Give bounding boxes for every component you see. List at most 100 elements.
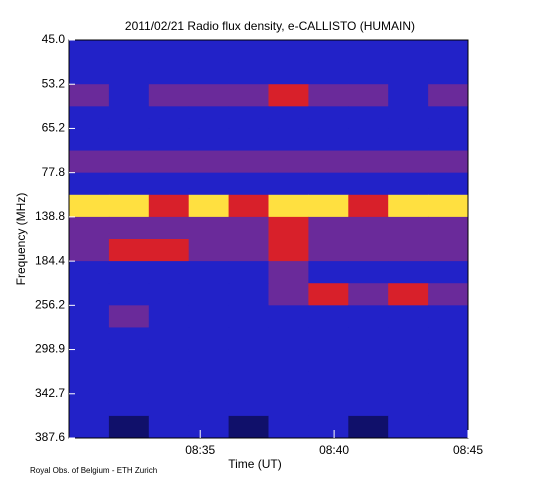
heatmap-cell <box>268 194 309 218</box>
heatmap-cell <box>228 216 269 240</box>
heatmap-cell <box>388 62 429 85</box>
heatmap-cell <box>188 327 230 351</box>
heatmap-cell <box>388 128 429 152</box>
heatmap-cell <box>148 128 190 152</box>
heatmap-cell <box>148 150 190 174</box>
heatmap-cell <box>428 261 469 284</box>
heatmap-cell <box>108 371 150 395</box>
heatmap-cell <box>388 305 429 328</box>
heatmap-cell <box>268 128 309 152</box>
heatmap-cell <box>108 172 150 196</box>
heatmap-cell <box>188 371 230 395</box>
plot-frame <box>68 39 469 439</box>
y-tick-label: 65.2 <box>42 121 66 135</box>
heatmap-cell <box>388 261 429 284</box>
heatmap-cell <box>228 62 269 85</box>
y-tick-label: 256.2 <box>35 298 65 312</box>
heatmap-cell <box>348 327 389 351</box>
heatmap-cell <box>268 415 309 439</box>
heatmap-cell <box>428 305 469 328</box>
heatmap-cell <box>348 393 389 417</box>
heatmap-cell <box>69 216 110 240</box>
heatmap-cell <box>228 106 269 129</box>
heatmap-cell <box>228 40 269 63</box>
x-tick-label: 08:40 <box>319 443 349 457</box>
heatmap-cell <box>188 150 230 174</box>
heatmap-cell <box>308 150 349 174</box>
heatmap-cell <box>188 62 230 85</box>
heatmap-cell <box>428 283 469 306</box>
heatmap-cell <box>148 62 190 85</box>
heatmap-cell <box>348 172 389 196</box>
heatmap-cell <box>228 150 269 174</box>
heatmap-cell <box>108 415 150 439</box>
heatmap-cell <box>228 327 269 351</box>
heatmap-cell <box>308 327 349 351</box>
footer: Royal Obs. of Belgium - ETH Zurich <box>30 466 157 475</box>
heatmap-cell <box>308 415 349 439</box>
heatmap-cell <box>148 239 190 262</box>
heatmap-cell <box>69 106 110 129</box>
heatmap-cell <box>69 261 110 284</box>
heatmap-cell <box>148 216 190 240</box>
y-tick-label: 45.0 <box>42 32 66 46</box>
heatmap-cell <box>188 305 230 328</box>
heatmap-cell <box>348 106 389 129</box>
heatmap-cell <box>348 239 389 262</box>
heatmap-cell <box>428 194 469 218</box>
heatmap-cell <box>308 283 349 306</box>
heatmap-cell <box>69 40 110 63</box>
heatmap-cell <box>428 393 469 417</box>
heatmap-cell <box>268 239 309 262</box>
heatmap-cell <box>348 283 389 306</box>
heatmap-cell <box>228 349 269 373</box>
heatmap-cell <box>348 128 389 152</box>
heatmap-cell <box>428 128 469 152</box>
heatmap-cell <box>268 106 309 129</box>
heatmap-cell <box>108 305 150 328</box>
heatmap-cell <box>228 84 269 107</box>
heatmap-cell <box>148 305 190 328</box>
heatmap-cell <box>69 128 110 152</box>
heatmap-cell <box>428 371 469 395</box>
heatmap-cell <box>348 194 389 218</box>
heatmap-cell <box>268 371 309 395</box>
heatmap-cell <box>348 84 389 107</box>
heatmap-cell <box>308 40 349 63</box>
heatmap-cell <box>228 283 269 306</box>
x-tick-label: 08:45 <box>453 443 483 457</box>
heatmap-cell <box>388 393 429 417</box>
heatmap-cell <box>148 106 190 129</box>
heatmap-cell <box>228 393 269 417</box>
heatmap-cell <box>348 261 389 284</box>
heatmap-cell <box>69 415 110 439</box>
heatmap-cell <box>268 327 309 351</box>
heatmap-cell <box>268 305 309 328</box>
heatmap-cell <box>388 106 429 129</box>
heatmap-cell <box>188 239 230 262</box>
heatmap-cell <box>388 40 429 63</box>
heatmap-cell <box>308 371 349 395</box>
heatmap-cell <box>428 327 469 351</box>
heatmap-cell <box>108 239 150 262</box>
heatmap-cell <box>148 194 190 218</box>
heatmap-cell <box>388 194 429 218</box>
heatmap-cell <box>148 172 190 196</box>
heatmap-cell <box>69 172 110 196</box>
heatmap-cell <box>188 40 230 63</box>
heatmap-cell <box>268 172 309 196</box>
heatmap-cell <box>308 239 349 262</box>
heatmap-cell <box>148 349 190 373</box>
heatmap-cell <box>428 40 469 63</box>
heatmap-cell <box>388 84 429 107</box>
heatmap-cell <box>308 349 349 373</box>
heatmap-cell <box>348 371 389 395</box>
heatmap-cell <box>148 371 190 395</box>
heatmap-cell <box>108 84 150 107</box>
heatmap-cell <box>188 194 230 218</box>
heatmap-cell <box>148 84 190 107</box>
heatmap-cell <box>308 84 349 107</box>
heatmap-cell <box>308 216 349 240</box>
heatmap-cell <box>228 415 269 439</box>
heatmap-cell <box>228 261 269 284</box>
